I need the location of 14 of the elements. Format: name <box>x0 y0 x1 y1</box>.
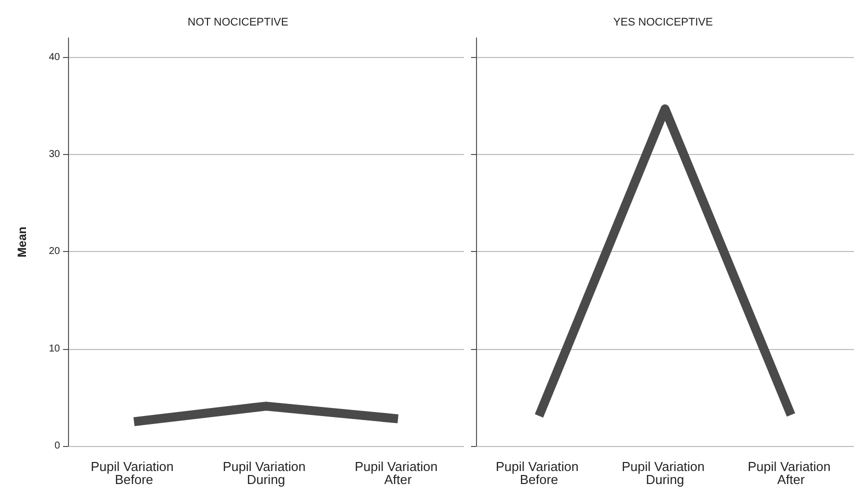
y-tick-label: 40 <box>48 52 60 63</box>
x-tick-label: Pupil Variation During <box>622 459 708 487</box>
y-tick-label: 30 <box>48 149 60 160</box>
x-tick-label: Pupil Variation After <box>748 459 834 487</box>
x-tick-label: Pupil Variation Before <box>496 459 582 487</box>
chart-title: YES NOCICEPTIVE <box>613 16 713 28</box>
y-tick-label: 20 <box>48 246 60 258</box>
x-tick-label: Pupil Variation During <box>222 459 310 487</box>
y-tick-label: 10 <box>48 343 60 354</box>
y-tick-label: 0 <box>54 440 60 452</box>
x-tick-label: Pupil Variation After <box>354 459 442 487</box>
y-axis-title: Mean <box>15 226 29 258</box>
chart-title: NOT NOCICEPTIVE <box>188 16 288 28</box>
x-tick-label: Pupil Variation Before <box>90 459 178 487</box>
